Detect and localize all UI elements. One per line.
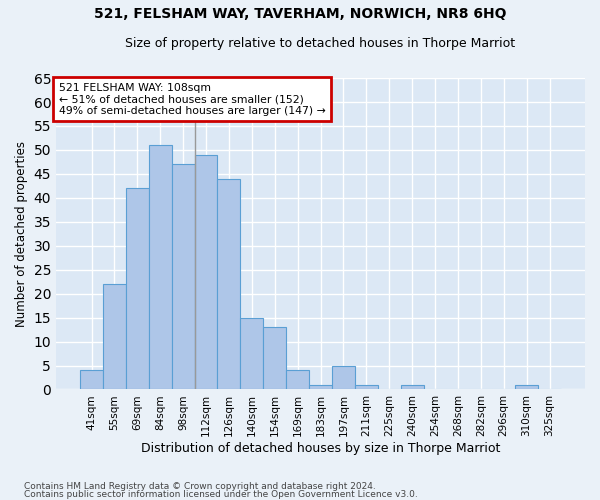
Bar <box>263 327 286 390</box>
X-axis label: Distribution of detached houses by size in Thorpe Marriot: Distribution of detached houses by size … <box>141 442 500 455</box>
Bar <box>172 164 194 390</box>
Bar <box>126 188 149 390</box>
Bar <box>241 318 263 390</box>
Bar <box>401 384 424 390</box>
Text: Contains public sector information licensed under the Open Government Licence v3: Contains public sector information licen… <box>24 490 418 499</box>
Text: 521 FELSHAM WAY: 108sqm
← 51% of detached houses are smaller (152)
49% of semi-d: 521 FELSHAM WAY: 108sqm ← 51% of detache… <box>59 82 325 116</box>
Title: Size of property relative to detached houses in Thorpe Marriot: Size of property relative to detached ho… <box>125 38 515 51</box>
Bar <box>515 384 538 390</box>
Bar <box>309 384 332 390</box>
Text: 521, FELSHAM WAY, TAVERHAM, NORWICH, NR8 6HQ: 521, FELSHAM WAY, TAVERHAM, NORWICH, NR8… <box>94 6 506 20</box>
Bar <box>194 154 217 390</box>
Bar <box>286 370 309 390</box>
Bar <box>332 366 355 390</box>
Bar <box>103 284 126 390</box>
Y-axis label: Number of detached properties: Number of detached properties <box>15 141 28 327</box>
Text: Contains HM Land Registry data © Crown copyright and database right 2024.: Contains HM Land Registry data © Crown c… <box>24 482 376 491</box>
Bar <box>149 145 172 390</box>
Bar <box>80 370 103 390</box>
Bar <box>355 384 378 390</box>
Bar <box>217 178 241 390</box>
